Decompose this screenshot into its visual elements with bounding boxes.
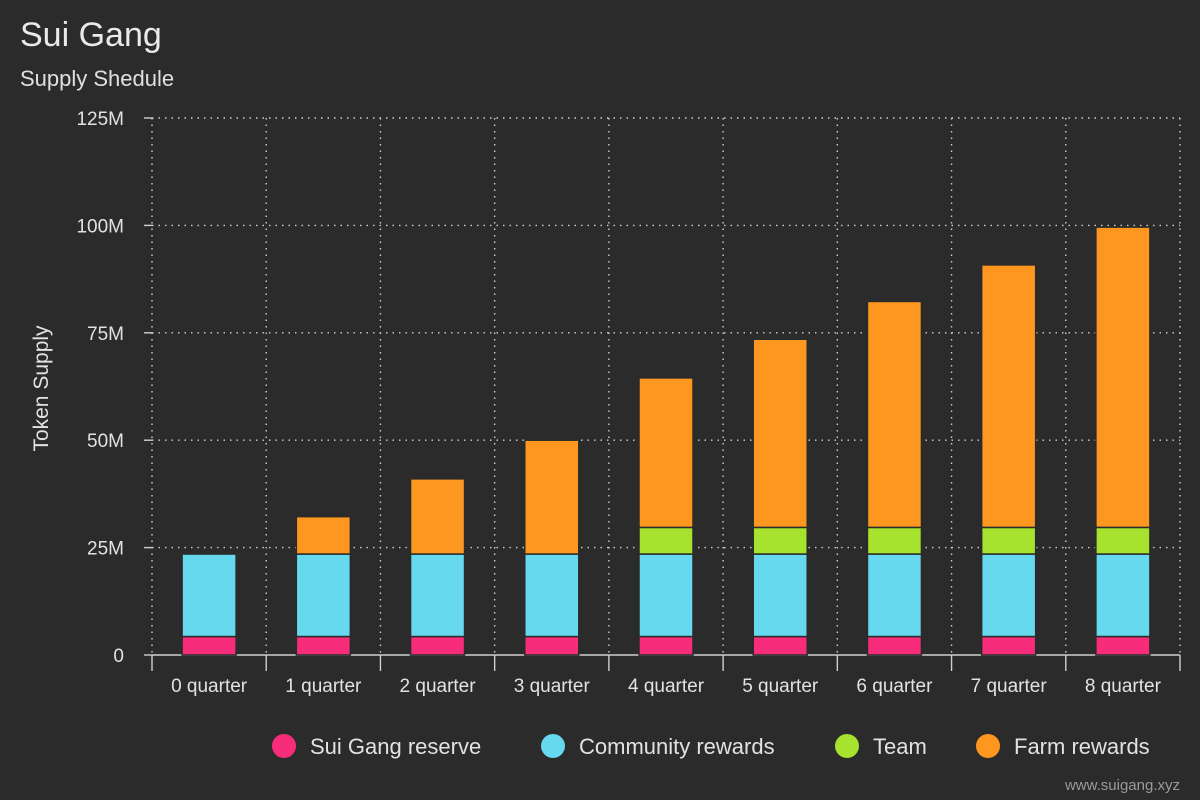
y-tick-label: 0 (113, 646, 124, 667)
bar-segment (752, 635, 808, 656)
x-tick-label: 8 quarter (1085, 676, 1162, 697)
bar-segment (524, 553, 580, 638)
legend-label: Sui Gang reserve (310, 734, 481, 759)
bar-segment (181, 553, 237, 638)
bar-segment (638, 526, 694, 555)
x-tick-label: 3 quarter (514, 676, 591, 697)
bar-segment (980, 553, 1037, 638)
bar-segment (866, 553, 923, 638)
bar-segment (752, 338, 808, 529)
legend-label: Community rewards (579, 734, 775, 759)
bar-segment (980, 264, 1037, 529)
bar-segment (524, 635, 580, 656)
bar-segment (181, 635, 237, 656)
bar-segment (1095, 226, 1151, 529)
bar-segment (752, 526, 808, 555)
bar-segment (866, 526, 923, 555)
y-tick-label: 75M (87, 324, 124, 345)
bar-segment (980, 526, 1037, 555)
y-tick-label: 50M (87, 431, 124, 452)
y-tick-label: 125M (76, 109, 124, 130)
x-tick-label: 2 quarter (400, 676, 477, 697)
bar-segment (295, 635, 352, 656)
bar-segment (409, 478, 466, 555)
bar-segment (409, 635, 466, 656)
chart-title: Sui Gang (20, 16, 162, 54)
legend-label: Farm rewards (1014, 734, 1150, 759)
bar-segment (409, 553, 466, 638)
legend-swatch (976, 734, 1000, 758)
credit-text: www.suigang.xyz (1064, 777, 1180, 794)
bar-segment (295, 515, 352, 555)
bar-segment (866, 300, 923, 529)
bar-segment (638, 635, 694, 656)
legend-swatch (541, 734, 565, 758)
x-tick-label: 4 quarter (628, 676, 705, 697)
bar-segment (524, 439, 580, 555)
x-tick-label: 5 quarter (742, 676, 819, 697)
x-tick-label: 0 quarter (171, 676, 248, 697)
bar-segment (638, 553, 694, 638)
bar-segment (295, 553, 352, 638)
x-tick-label: 7 quarter (971, 676, 1048, 697)
bar-segment (980, 635, 1037, 656)
bar-segment (1095, 635, 1151, 656)
y-tick-label: 25M (87, 539, 124, 560)
bar-segment (752, 553, 808, 638)
legend-label: Team (873, 734, 927, 759)
bar-segment (866, 635, 923, 656)
chart-subtitle: Supply Shedule (20, 66, 175, 91)
bar-segment (638, 377, 694, 529)
y-tick-label: 100M (76, 216, 124, 237)
x-tick-label: 1 quarter (285, 676, 362, 697)
bar-segment (1095, 553, 1151, 638)
x-tick-label: 6 quarter (856, 676, 933, 697)
bar-segment (1095, 526, 1151, 555)
legend-swatch (835, 734, 859, 758)
legend-swatch (272, 734, 296, 758)
y-axis-title: Token Supply (30, 325, 53, 452)
